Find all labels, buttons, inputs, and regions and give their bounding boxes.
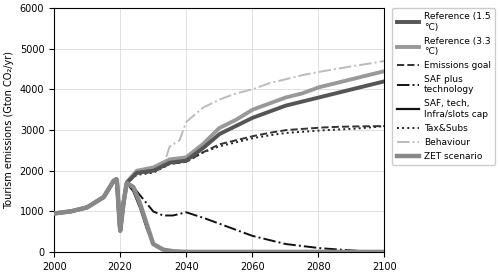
Tax&Subs [118, 229, 124, 232]
SAF plus
technology [210, 220, 216, 223]
Reference (1.5
°C) [208, 139, 214, 142]
Tax&Subs [208, 148, 214, 151]
Line: ZET scenario: ZET scenario [54, 179, 384, 252]
SAF, tech,
Infra/slots cap [184, 250, 190, 254]
SAF, tech,
Infra/slots cap [323, 250, 329, 254]
SAF, tech,
Infra/slots cap [114, 177, 119, 181]
Tax&Subs [230, 141, 236, 145]
Reference (3.3
°C) [51, 212, 57, 215]
Reference (1.5
°C) [248, 117, 254, 120]
ZET scenario [184, 250, 190, 254]
Line: Reference (1.5
°C): Reference (1.5 °C) [54, 81, 384, 231]
ZET scenario [374, 250, 380, 254]
Behaviour [382, 59, 388, 63]
Emissions goal [210, 145, 216, 149]
Tax&Subs [382, 124, 388, 128]
Reference (3.3
°C) [230, 120, 236, 123]
SAF plus
technology [374, 250, 380, 253]
Reference (1.5
°C) [51, 212, 57, 215]
ZET scenario [231, 250, 237, 254]
SAF, tech,
Infra/slots cap [211, 250, 217, 254]
Emissions goal [208, 147, 214, 150]
ZET scenario [51, 212, 57, 215]
Line: SAF, tech,
Infra/slots cap: SAF, tech, Infra/slots cap [54, 179, 384, 252]
Reference (3.3
°C) [322, 84, 328, 87]
ZET scenario [382, 250, 388, 254]
Behaviour [210, 101, 216, 104]
Y-axis label: Tourism emissions (Gton CO₂/yr): Tourism emissions (Gton CO₂/yr) [4, 51, 14, 209]
Reference (1.5
°C) [374, 81, 380, 85]
Tax&Subs [248, 137, 254, 140]
SAF plus
technology [114, 177, 119, 181]
SAF plus
technology [322, 247, 328, 250]
Reference (3.3
°C) [248, 109, 254, 112]
SAF, tech,
Infra/slots cap [210, 250, 216, 254]
Reference (1.5
°C) [210, 137, 216, 141]
Tax&Subs [210, 147, 216, 150]
Emissions goal [118, 229, 124, 232]
SAF, tech,
Infra/slots cap [51, 212, 57, 215]
Emissions goal [248, 135, 254, 138]
Line: Behaviour: Behaviour [54, 61, 384, 231]
Line: SAF plus
technology: SAF plus technology [54, 179, 384, 252]
ZET scenario [249, 250, 255, 254]
ZET scenario [323, 250, 329, 254]
Reference (1.5
°C) [118, 229, 124, 232]
SAF, tech,
Infra/slots cap [249, 250, 255, 254]
Behaviour [322, 69, 328, 72]
Reference (3.3
°C) [118, 229, 124, 232]
Legend: Reference (1.5
°C), Reference (3.3
°C), Emissions goal, SAF plus
technology, SAF: Reference (1.5 °C), Reference (3.3 °C), … [392, 8, 496, 165]
Reference (1.5
°C) [230, 126, 236, 129]
ZET scenario [114, 177, 119, 181]
ZET scenario [211, 250, 217, 254]
Line: Reference (3.3
°C): Reference (3.3 °C) [54, 71, 384, 231]
Reference (3.3
°C) [208, 134, 214, 137]
Emissions goal [322, 126, 328, 129]
Tax&Subs [322, 129, 328, 132]
ZET scenario [210, 250, 216, 254]
SAF plus
technology [382, 250, 388, 253]
SAF plus
technology [230, 227, 236, 230]
Tax&Subs [374, 125, 380, 128]
Emissions goal [374, 124, 380, 128]
Behaviour [374, 61, 380, 64]
Reference (3.3
°C) [374, 71, 380, 75]
Reference (1.5
°C) [322, 94, 328, 97]
Behaviour [118, 229, 124, 232]
Emissions goal [382, 124, 388, 128]
Line: Tax&Subs: Tax&Subs [54, 126, 384, 231]
SAF plus
technology [248, 234, 254, 237]
SAF, tech,
Infra/slots cap [231, 250, 237, 254]
Behaviour [51, 212, 57, 215]
SAF, tech,
Infra/slots cap [374, 250, 380, 254]
Behaviour [208, 102, 214, 105]
Emissions goal [230, 139, 236, 142]
Behaviour [230, 93, 236, 96]
Line: Emissions goal: Emissions goal [54, 126, 384, 231]
SAF plus
technology [208, 219, 214, 222]
Reference (3.3
°C) [382, 70, 388, 73]
Reference (3.3
°C) [210, 132, 216, 135]
Emissions goal [51, 212, 57, 215]
Tax&Subs [51, 212, 57, 215]
SAF, tech,
Infra/slots cap [382, 250, 388, 254]
Reference (1.5
°C) [382, 80, 388, 83]
Behaviour [248, 88, 254, 91]
SAF plus
technology [51, 212, 57, 215]
